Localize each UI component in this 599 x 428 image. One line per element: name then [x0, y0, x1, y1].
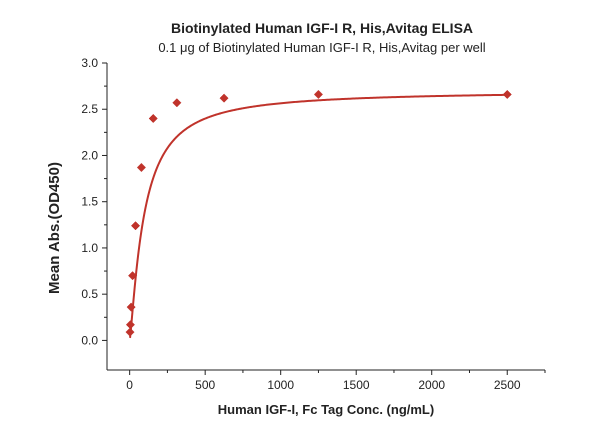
chart-title: Biotinylated Human IGF-I R, His,Avitag E…: [171, 20, 473, 36]
y-tick-label: 2.0: [81, 148, 98, 162]
x-tick-label: 500: [195, 378, 215, 392]
y-tick-label: 0.0: [81, 333, 98, 347]
data-point: [130, 221, 141, 231]
data-point: [136, 162, 146, 173]
data-point: [125, 327, 135, 337]
data-point: [128, 271, 138, 281]
x-tick-label: 0: [126, 378, 133, 392]
y-axis-label: Mean Abs.(OD450): [46, 162, 63, 294]
x-tick-label: 2500: [494, 378, 521, 392]
y-tick-label: 2.5: [81, 102, 98, 116]
axes: [106, 63, 545, 371]
fit-curve: [129, 93, 508, 339]
chart-subtitle: 0.1 μg of Biotinylated Human IGF-I R, Hi…: [158, 40, 485, 55]
data-point: [313, 89, 324, 99]
y-tick-label: 1.0: [81, 241, 98, 255]
y-tick-label: 3.0: [81, 56, 98, 70]
y-tick-label: 1.5: [81, 195, 98, 209]
data-point: [172, 98, 182, 108]
data-points: [125, 89, 512, 337]
data-point: [125, 320, 135, 330]
x-tick-label: 1500: [343, 378, 370, 392]
data-point: [219, 93, 229, 103]
data-point: [502, 89, 512, 99]
x-tick-label: 2000: [418, 378, 445, 392]
x-axis-ticks: 0 500 1000 1500 2000 2500: [126, 370, 546, 392]
data-point: [126, 302, 136, 312]
y-axis-ticks: 0.0 0.5 1.0 1.5 2.0 2.5 3.0: [81, 56, 107, 347]
x-tick-label: 1000: [267, 378, 294, 392]
y-tick-label: 0.5: [81, 287, 98, 301]
x-axis-label: Human IGF-I, Fc Tag Conc. (ng/mL): [218, 402, 434, 417]
data-point: [148, 113, 158, 124]
